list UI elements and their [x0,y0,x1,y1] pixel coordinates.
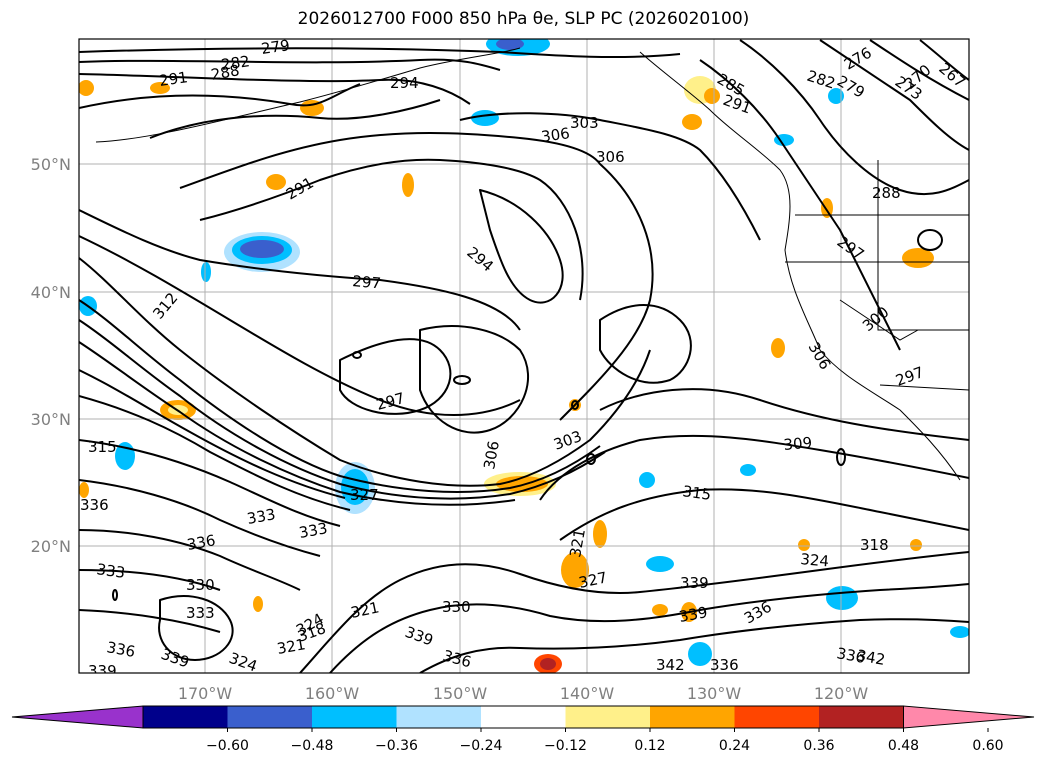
theta-e-contours [79,39,969,673]
contour-label: 321 [276,635,307,658]
lat-label: 40°N [31,283,71,302]
colorbar-segment [396,706,482,728]
contour-label: 333 [246,505,277,528]
colorbar-tick-label: −0.48 [291,738,334,754]
contour-label: 336 [186,531,217,554]
colorbar-segment [143,706,228,728]
colorbar-segment [650,706,735,728]
colorbar-tick-label: 0.24 [719,738,750,754]
colorbar-segment [481,706,566,728]
lon-label: 140°W [560,684,615,703]
lat-lon-gridlines [79,39,969,673]
lon-label: 160°W [305,684,360,703]
contour-label: 291 [158,68,189,90]
contour-label: 339 [88,662,117,680]
lat-label: 30°N [31,410,71,429]
contour-label: 306 [480,439,503,470]
colorbar-tick-label: 0.48 [888,738,919,754]
lat-label: 50°N [31,155,71,174]
contour-label: 330 [186,576,215,594]
contour-label: 288 [872,184,901,202]
contour-label: 297 [352,272,382,292]
contour-label: 321 [566,527,589,558]
contour-label: 315 [88,438,117,456]
contour-label: 324 [800,550,830,570]
contour-label: 333 [186,604,215,622]
contour-label: 333 [298,519,329,542]
shaded-anomalies [79,39,969,673]
contour-label: 339 [680,574,709,592]
contour-label: 333 [95,560,126,582]
contour-label: 288 [210,61,241,84]
lon-label: 170°W [178,684,233,703]
longitude-labels: 170°W 160°W 150°W 140°W 130°W 120°W [178,684,869,703]
contour-label: 318 [860,536,889,554]
contour-label: 315 [681,482,712,504]
colorbar-segment [312,706,397,728]
contour-label: 342 [656,656,685,674]
contour-label: 321 [349,598,381,622]
colorbar-segment [734,706,820,728]
colorbar-tick-label: −0.24 [460,738,503,754]
contour-label: 294 [390,74,419,92]
contour-label: 336 [710,656,739,674]
contour-label: 303 [570,114,599,132]
coastlines [95,47,969,481]
colorbar-extend-low [11,705,144,729]
contour-labels: 291 288 282 279 294 285 291 282 279 276 … [80,36,969,680]
contour-label: 327 [350,486,379,504]
small-closed-contours [112,229,943,601]
contour-label: 306 [596,148,625,166]
contour-label: 327 [577,568,609,592]
lon-label: 130°W [687,684,742,703]
chart-title: 2026012700 F000 850 hPa θe, SLP PC (2026… [297,9,750,29]
lon-label: 150°W [433,684,488,703]
colorbar-tick-label: −0.12 [544,738,587,754]
colorbar-extend-high [903,705,1035,729]
lat-label: 20°N [31,537,71,556]
colorbar: −0.60 −0.48 −0.36 −0.24 −0.12 0.12 0.24 0.36 0.4… [11,705,1035,754]
contour-label: 279 [260,36,291,58]
colorbar-tick-label: −0.36 [375,738,418,754]
contour-label: 339 [678,603,709,626]
colorbar-frame [142,705,904,729]
colorbar-segment [227,706,313,728]
colorbar-segment [565,706,651,728]
contour-label: 336 [105,638,136,661]
colorbar-tick-label: −0.60 [206,738,249,754]
lon-label: 120°W [814,684,869,703]
contour-label: 282 [220,52,251,74]
colorbar-tick-label: 0.36 [803,738,834,754]
latitude-labels: 50°N 40°N 30°N 20°N [31,155,71,556]
contour-label: 336 [80,496,109,514]
map-plot-area: 291 288 282 279 294 285 291 282 279 276 … [79,36,969,680]
contour-label: 309 [783,434,813,454]
map-frame [78,38,970,674]
colorbar-tick-label: 0.60 [972,738,1003,754]
colorbar-segment [819,706,904,728]
contour-label: 306 [540,124,571,146]
contour-label: 342 [855,646,886,669]
contour-label: 336 [835,644,866,667]
colorbar-tick-label: 0.12 [634,738,665,754]
contour-label: 330 [442,598,471,616]
